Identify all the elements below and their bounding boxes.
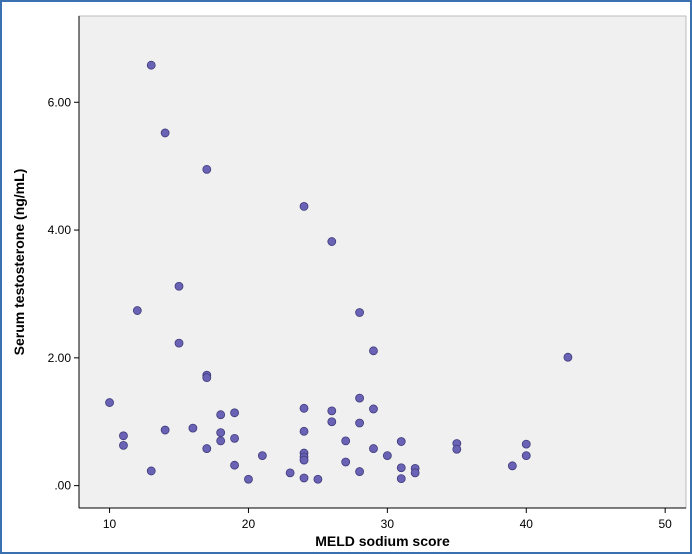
y-axis-title: Serum testosterone (ng/mL) xyxy=(11,169,27,356)
x-axis-ticks: 10 20 30 40 50 xyxy=(103,508,672,531)
y-tick-label: 4.00 xyxy=(48,223,72,237)
data-point xyxy=(452,444,462,454)
data-point xyxy=(341,457,351,467)
data-point xyxy=(285,468,295,478)
data-point xyxy=(369,346,378,356)
data-point xyxy=(355,418,364,428)
data-point xyxy=(299,202,309,211)
data-point xyxy=(396,474,406,484)
data-point xyxy=(299,426,309,436)
data-point xyxy=(160,425,170,435)
data-point xyxy=(327,417,337,427)
data-point xyxy=(216,410,226,420)
data-point xyxy=(216,428,226,438)
data-point xyxy=(160,128,170,138)
data-point xyxy=(119,431,128,441)
data-point xyxy=(313,474,323,484)
data-point xyxy=(327,237,337,246)
data-point xyxy=(202,373,212,383)
plot-area xyxy=(78,15,687,509)
y-tick-label: .00 xyxy=(54,479,71,493)
data-point xyxy=(244,474,253,484)
data-point xyxy=(257,451,267,461)
data-point xyxy=(341,436,351,446)
x-tick-label: 40 xyxy=(520,517,534,531)
data-point xyxy=(188,423,198,433)
data-point xyxy=(230,460,239,470)
x-tick-label: 20 xyxy=(242,517,256,531)
data-point xyxy=(202,444,212,453)
data-point xyxy=(396,437,406,446)
data-point xyxy=(355,393,364,403)
data-point xyxy=(369,444,378,453)
data-point xyxy=(369,404,378,414)
data-points xyxy=(105,60,573,484)
data-point xyxy=(521,439,531,449)
data-point xyxy=(299,473,309,483)
data-point xyxy=(410,468,420,478)
x-tick-label: 50 xyxy=(658,517,672,531)
data-point xyxy=(563,352,573,362)
data-point xyxy=(299,455,309,465)
y-axis-ticks: .00 2.00 4.00 6.00 xyxy=(48,95,79,493)
data-point xyxy=(521,451,531,461)
data-point xyxy=(174,281,184,291)
x-tick-label: 30 xyxy=(381,517,395,531)
y-tick-label: 6.00 xyxy=(48,95,72,109)
data-point xyxy=(146,466,156,476)
data-point xyxy=(382,451,392,461)
x-axis-title: MELD sodium score xyxy=(315,533,450,549)
data-point xyxy=(507,461,517,471)
data-point xyxy=(174,338,184,348)
x-tick-label: 10 xyxy=(103,517,117,531)
data-point xyxy=(355,467,364,476)
data-point xyxy=(119,440,128,450)
data-point xyxy=(146,60,156,70)
data-point xyxy=(132,306,142,315)
data-point xyxy=(327,406,337,416)
y-tick-label: 2.00 xyxy=(48,351,72,365)
data-point xyxy=(230,433,239,443)
data-point xyxy=(105,398,114,407)
data-point xyxy=(396,463,406,473)
data-point xyxy=(202,164,212,174)
data-point xyxy=(299,403,309,413)
data-point xyxy=(355,308,364,317)
data-point xyxy=(230,408,239,418)
data-point xyxy=(216,436,226,446)
